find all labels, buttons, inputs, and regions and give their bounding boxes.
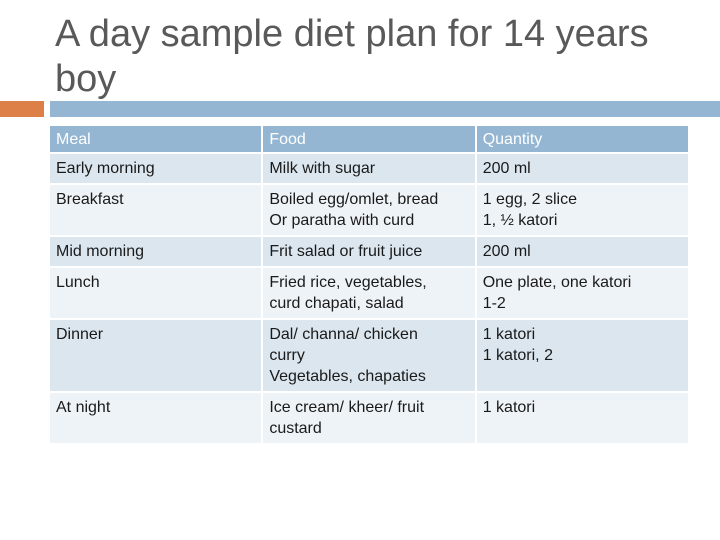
quantity-cell: One plate, one katori 1-2 [476, 268, 688, 318]
header-meal: Meal [50, 126, 262, 152]
meal-cell: Dinner [50, 320, 262, 391]
quantity-cell: 200 ml [476, 154, 688, 183]
slide-title: A day sample diet plan for 14 years boy [55, 13, 649, 100]
table-row: Lunch Fried rice, vegetables, curd chapat… [50, 268, 688, 318]
quantity-cell: 200 ml [476, 237, 688, 266]
header-quantity: Quantity [476, 126, 688, 152]
table-row: Mid morning Frit salad or fruit juice 20… [50, 237, 688, 266]
table-row: Early morning Milk with sugar 200 ml [50, 154, 688, 183]
meal-cell: Early morning [50, 154, 262, 183]
meal-cell: At night [50, 393, 262, 443]
quantity-cell: 1 katori [476, 393, 688, 443]
food-cell: Frit salad or fruit juice [263, 237, 475, 266]
quantity-cell: 1 egg, 2 slice 1, ½ katori [476, 185, 688, 235]
table-row: Breakfast Boiled egg/omlet, bread Or para… [50, 185, 688, 235]
accent-bar-blue [50, 101, 720, 117]
header-food: Food [263, 126, 475, 152]
food-cell: Ice cream/ kheer/ fruit custard [263, 393, 475, 443]
meal-cell: Mid morning [50, 237, 262, 266]
table-row: At night Ice cream/ kheer/ fruit custard … [50, 393, 688, 443]
food-cell: Fried rice, vegetables, curd chapati, sal… [263, 268, 475, 318]
table-header-row: Meal Food Quantity [50, 126, 688, 152]
diet-plan-table: Meal Food Quantity Early morning Milk wi… [48, 124, 690, 445]
meal-cell: Breakfast [50, 185, 262, 235]
food-cell: Milk with sugar [263, 154, 475, 183]
quantity-cell: 1 katori 1 katori, 2 [476, 320, 688, 391]
food-cell: Dal/ channa/ chicken curry Vegetables, cha… [263, 320, 475, 391]
table-row: Dinner Dal/ channa/ chicken curry Vegetabl… [50, 320, 688, 391]
accent-bar-orange [0, 101, 44, 117]
meal-cell: Lunch [50, 268, 262, 318]
food-cell: Boiled egg/omlet, bread Or paratha with c… [263, 185, 475, 235]
